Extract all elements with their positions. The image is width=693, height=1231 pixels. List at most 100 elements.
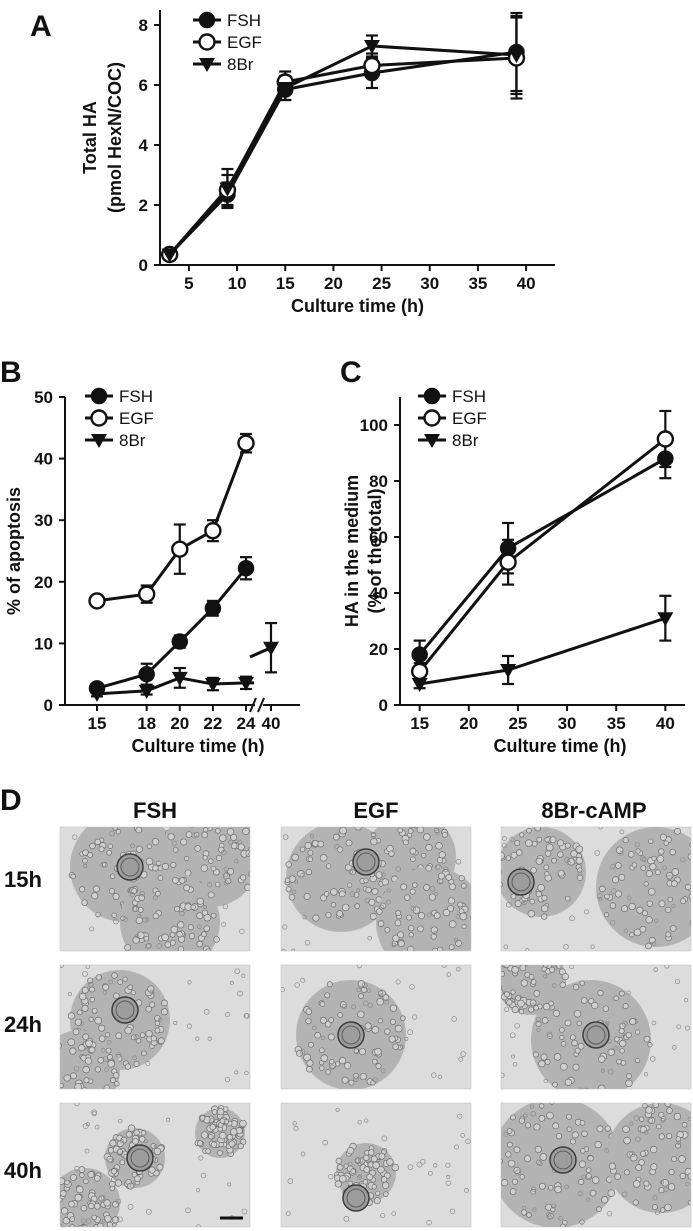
cumulus-cell — [104, 1032, 111, 1038]
cumulus-cell — [319, 1047, 325, 1053]
cumulus-cell — [666, 1107, 673, 1114]
cumulus-cell — [421, 852, 427, 859]
dispersed-cell — [156, 943, 163, 949]
dispersed-cell — [282, 924, 288, 930]
dispersed-cell — [356, 888, 361, 893]
dispersed-cell — [91, 1109, 98, 1116]
series-line-egf — [168, 56, 517, 256]
y-tick-label: 0 — [44, 696, 53, 715]
micrograph-content — [281, 965, 466, 1089]
cumulus-cell — [323, 891, 330, 897]
dispersed-cell — [158, 1017, 163, 1022]
cumulus-cell — [540, 904, 549, 913]
dispersed-cell — [100, 1048, 106, 1053]
dispersed-cell — [629, 1151, 636, 1158]
cumulus-cell — [441, 831, 448, 838]
cumulus-cell — [157, 875, 164, 881]
cumulus-cell — [543, 864, 549, 871]
dispersed-cell — [112, 918, 119, 925]
data-point-8br — [411, 678, 428, 692]
cumulus-cell — [530, 951, 535, 956]
cumulus-cell — [448, 944, 455, 951]
dispersed-cell — [529, 1104, 534, 1109]
cumulus-cell — [528, 974, 535, 980]
dispersed-cell — [598, 897, 603, 902]
cumulus-cell — [284, 877, 291, 884]
cumulus-cell — [60, 1213, 61, 1215]
dispersed-cell — [203, 1009, 210, 1015]
dispersed-cell — [116, 1216, 123, 1223]
cumulus-cell — [108, 888, 116, 895]
cumulus-cell — [389, 1004, 398, 1012]
cumulus-cell — [571, 1131, 579, 1139]
dispersed-cell — [577, 1191, 583, 1197]
cumulus-cell — [632, 1199, 639, 1206]
dispersed-cell — [654, 918, 659, 923]
cumulus-cell — [324, 1020, 332, 1028]
cumulus-cell — [469, 915, 471, 921]
cumulus-cell — [524, 965, 529, 966]
data-point-egf — [656, 430, 675, 448]
legend-label-fsh: FSH — [119, 387, 153, 406]
cumulus-cell — [643, 1180, 650, 1187]
dispersed-cell — [130, 843, 135, 849]
cumulus-cell — [437, 946, 444, 951]
cumulus-cell — [111, 972, 118, 979]
cumulus-cell — [459, 912, 468, 921]
cumulus-cell — [571, 1039, 578, 1047]
cumulus-cell — [180, 838, 188, 846]
cumulus-cell — [368, 1149, 375, 1156]
dispersed-cell — [455, 913, 461, 919]
cumulus-cell — [78, 1044, 86, 1052]
cumulus-cell — [320, 1054, 329, 1063]
cumulus-cell — [548, 1185, 554, 1191]
cumulus-cell — [107, 843, 114, 849]
dispersed-cell — [564, 1184, 569, 1190]
cumulus-cell — [396, 953, 401, 958]
dispersed-cell — [191, 832, 198, 839]
dispersed-cell — [111, 1176, 117, 1183]
dispersed-cell — [635, 1136, 641, 1143]
cumulus-cell — [78, 992, 87, 1001]
dispersed-cell — [85, 965, 91, 969]
dispersed-cell — [619, 829, 625, 835]
dispersed-cell — [381, 872, 386, 877]
dispersed-cell — [433, 930, 438, 936]
dispersed-cell — [451, 1016, 457, 1022]
cumulus-cell — [95, 974, 102, 981]
micrograph-content — [68, 827, 250, 951]
dispersed-cell — [363, 1118, 369, 1123]
cumulus-cell — [525, 839, 533, 847]
cumulus-cell — [67, 1038, 76, 1047]
dispersed-cell — [683, 998, 689, 1003]
row-header-15h: 15h — [4, 867, 42, 892]
cumulus-cell — [649, 863, 657, 871]
cumulus-cell — [591, 1091, 597, 1097]
dispersed-cell — [512, 1061, 518, 1067]
axis-break-mark — [249, 697, 257, 713]
cumulus-cell — [364, 1022, 372, 1030]
cumulus-cell — [544, 836, 551, 843]
micrograph-border — [59, 826, 251, 952]
cumulus-cell — [357, 980, 366, 988]
dispersed-cell — [367, 1002, 373, 1008]
cumulus-cell — [687, 853, 691, 860]
cumulus-cell — [666, 1133, 673, 1140]
dispersed-cell — [391, 942, 397, 948]
cumulus-cell — [635, 1164, 642, 1171]
dispersed-cell — [343, 1216, 350, 1222]
dispersed-cell — [407, 1164, 414, 1170]
cumulus-cell — [566, 1126, 572, 1132]
dispersed-cell — [532, 1207, 537, 1212]
cumulus-cell — [83, 1178, 89, 1185]
cumulus-cell — [360, 986, 368, 993]
dispersed-cell — [664, 965, 670, 969]
micrograph-content — [281, 827, 471, 958]
cumulus-cell — [81, 986, 89, 994]
dispersed-cell — [244, 1070, 249, 1076]
dispersed-cell — [411, 1014, 418, 1020]
dispersed-cell — [569, 915, 575, 922]
cumulus-cell — [514, 839, 521, 846]
dispersed-cell — [223, 866, 229, 872]
